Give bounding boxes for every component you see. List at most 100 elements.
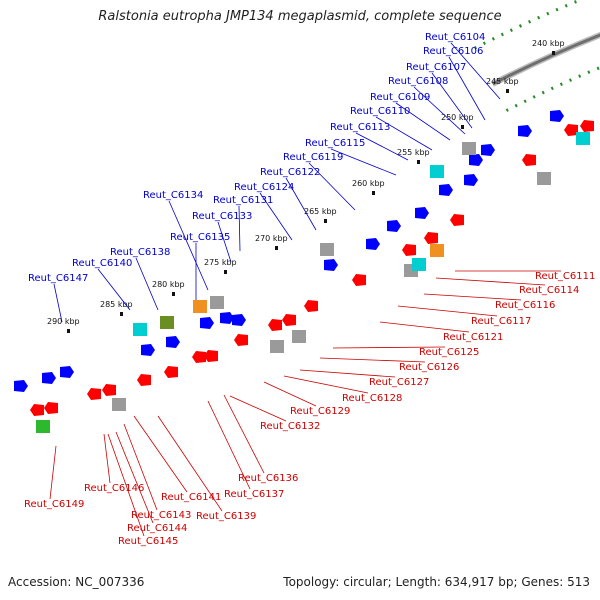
scale-label: 275 kbp <box>204 258 237 267</box>
gene-label: Reut_C6125 <box>419 347 479 358</box>
gene-leader-line <box>379 321 470 333</box>
reverse-gene-arrow <box>44 402 58 414</box>
forward-gene-arrow <box>550 110 564 122</box>
reverse-gene-arrow <box>522 154 536 166</box>
gene-label: Reut_C6111 <box>535 271 595 282</box>
scale-tick <box>224 270 227 274</box>
gene-leader-line <box>207 400 251 490</box>
gene-label: Reut_C6115 <box>305 138 365 149</box>
gene-label: Reut_C6128 <box>342 393 402 404</box>
gene-leader-line <box>395 102 451 141</box>
cog-gene-block <box>537 172 551 185</box>
cog-gene-block <box>430 165 444 178</box>
gene-label: Reut_C6126 <box>399 362 459 373</box>
gene-leader-line <box>413 86 466 135</box>
gene-label: Reut_C6116 <box>495 300 555 311</box>
gene-leader-line <box>299 369 396 378</box>
reverse-gene-arrow <box>580 120 594 132</box>
forward-gene-arrow <box>141 344 155 356</box>
gene-label: Reut_C6109 <box>370 92 430 103</box>
scale-tick <box>552 51 555 55</box>
forward-gene-arrow <box>469 154 483 166</box>
cog-gene-block <box>270 340 284 353</box>
reverse-gene-arrow <box>192 351 206 363</box>
map-title: Ralstonia eutropha JMP134 megaplasmid, c… <box>98 9 502 24</box>
forward-gene-arrow <box>166 336 180 348</box>
gene-label: Reut_C6114 <box>519 285 579 296</box>
gene-label: Reut_C6136 <box>238 473 298 484</box>
gene-label: Reut_C6110 <box>350 106 410 117</box>
reverse-gene-arrow <box>137 374 151 386</box>
gene-leader-line <box>238 205 241 252</box>
gene-label: Reut_C6138 <box>110 247 170 258</box>
gene-label: Reut_C6145 <box>118 536 178 547</box>
scale-tick <box>417 160 420 164</box>
reverse-gene-arrow <box>402 244 416 256</box>
gene-label: Reut_C6135 <box>170 232 230 243</box>
gene-leader-line <box>431 72 473 129</box>
gene-label: Reut_C6108 <box>388 76 448 87</box>
scale-tick <box>120 312 123 316</box>
gene-leader-line <box>423 293 522 301</box>
cog-gene-block <box>193 300 207 313</box>
reverse-gene-arrow <box>304 300 318 312</box>
gene-leader-line <box>450 42 501 100</box>
gene-leader-line <box>263 381 317 407</box>
gene-label: Reut_C6146 <box>84 483 144 494</box>
gene-label: Reut_C6104 <box>425 32 485 43</box>
forward-gene-arrow <box>366 238 380 250</box>
scale-label: 240 kbp <box>532 39 565 48</box>
gene-leader-line <box>229 395 287 422</box>
gene-leader-line <box>223 394 265 474</box>
forward-gene-arrow <box>481 144 495 156</box>
gene-leader-line <box>157 415 223 512</box>
gene-label: Reut_C6137 <box>224 489 284 500</box>
gene-leader-line <box>448 56 486 121</box>
topology-summary: Topology: circular; Length: 634,917 bp; … <box>283 575 590 589</box>
gene-leader-line <box>435 277 546 286</box>
cog-gene-block <box>160 316 174 329</box>
reverse-gene-arrow <box>352 274 366 286</box>
reverse-gene-arrow <box>450 214 464 226</box>
gene-leader-line <box>283 375 369 394</box>
forward-gene-arrow <box>324 259 338 271</box>
scale-label: 265 kbp <box>304 207 337 216</box>
forward-gene-arrow <box>439 184 453 196</box>
gene-label: Reut_C6144 <box>127 523 187 534</box>
gene-leader-line <box>103 433 111 484</box>
gene-label: Reut_C6113 <box>330 122 390 133</box>
gene-label: Reut_C6107 <box>406 62 466 73</box>
scale-tick <box>324 219 327 223</box>
gene-leader-line <box>53 283 63 323</box>
gene-leader-line <box>397 305 498 317</box>
cog-gene-block <box>210 296 224 309</box>
forward-gene-arrow <box>14 380 28 392</box>
gene-label: Reut_C6117 <box>471 316 531 327</box>
scale-label: 280 kbp <box>152 280 185 289</box>
reverse-gene-arrow <box>234 334 248 346</box>
reverse-gene-arrow <box>282 314 296 326</box>
cog-gene-block <box>292 330 306 343</box>
forward-gene-arrow <box>387 220 401 232</box>
gene-leader-line <box>123 423 158 511</box>
forward-gene-arrow <box>518 125 532 137</box>
gene-leader-line <box>259 192 293 241</box>
forward-gene-arrow <box>42 372 56 384</box>
gene-leader-line <box>330 148 397 176</box>
gene-leader-line <box>97 268 131 311</box>
gene-label: Reut_C6127 <box>369 377 429 388</box>
gene-leader-line <box>168 200 209 291</box>
reverse-gene-arrow <box>424 232 438 244</box>
scale-tick <box>372 191 375 195</box>
forward-gene-arrow <box>464 174 478 186</box>
reverse-gene-arrow <box>102 384 116 396</box>
forward-gene-arrow <box>415 207 429 219</box>
scale-label: 270 kbp <box>255 234 288 243</box>
reverse-gene-arrow <box>564 124 578 136</box>
scale-tick <box>172 292 175 296</box>
scale-label: 245 kbp <box>486 77 519 86</box>
forward-gene-arrow <box>200 317 214 329</box>
gene-label: Reut_C6133 <box>192 211 252 222</box>
scale-tick <box>275 246 278 250</box>
